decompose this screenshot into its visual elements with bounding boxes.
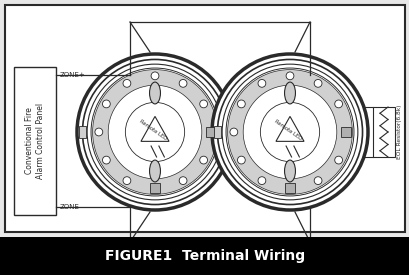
- Bar: [150, 183, 159, 193]
- Circle shape: [229, 128, 237, 136]
- Ellipse shape: [149, 160, 160, 182]
- Circle shape: [199, 100, 207, 108]
- Circle shape: [237, 156, 245, 164]
- Bar: [341, 127, 350, 137]
- Text: EOL Resistor(6.8k): EOL Resistor(6.8k): [396, 105, 401, 159]
- Bar: [213, 126, 221, 138]
- Circle shape: [257, 177, 265, 185]
- Circle shape: [102, 156, 110, 164]
- Circle shape: [102, 100, 110, 108]
- Circle shape: [179, 177, 187, 185]
- Circle shape: [257, 79, 265, 87]
- Text: ZONE-: ZONE-: [60, 204, 82, 210]
- Circle shape: [95, 128, 103, 136]
- Circle shape: [151, 72, 159, 80]
- Circle shape: [125, 102, 184, 162]
- Bar: [206, 127, 215, 137]
- Circle shape: [108, 85, 201, 179]
- Circle shape: [123, 79, 130, 87]
- Bar: [79, 126, 86, 138]
- Text: ZONE+: ZONE+: [60, 72, 85, 78]
- Circle shape: [211, 54, 367, 210]
- Bar: [372, 107, 394, 157]
- Circle shape: [227, 70, 352, 194]
- Text: Remote LED: Remote LED: [139, 119, 168, 142]
- Circle shape: [179, 79, 187, 87]
- Circle shape: [237, 100, 245, 108]
- Circle shape: [313, 79, 321, 87]
- Circle shape: [285, 72, 293, 80]
- Bar: [14, 67, 56, 215]
- Ellipse shape: [149, 82, 160, 104]
- Ellipse shape: [284, 82, 295, 104]
- Circle shape: [260, 102, 319, 162]
- Text: FIGURE1  Terminal Wiring: FIGURE1 Terminal Wiring: [105, 249, 304, 263]
- Circle shape: [92, 70, 217, 194]
- Circle shape: [77, 54, 232, 210]
- Circle shape: [313, 177, 321, 185]
- Bar: [285, 183, 294, 193]
- Bar: [5, 5, 404, 232]
- Ellipse shape: [284, 160, 295, 182]
- Circle shape: [151, 184, 159, 192]
- Circle shape: [207, 128, 215, 136]
- Bar: [0, 237, 409, 275]
- Circle shape: [342, 128, 349, 136]
- Circle shape: [285, 184, 293, 192]
- Text: Conventional Fire
Alarm Control Panel: Conventional Fire Alarm Control Panel: [25, 103, 45, 179]
- Circle shape: [334, 100, 342, 108]
- Circle shape: [243, 85, 336, 179]
- Circle shape: [199, 156, 207, 164]
- Circle shape: [123, 177, 130, 185]
- Text: Remote LED: Remote LED: [273, 119, 302, 142]
- Circle shape: [334, 156, 342, 164]
